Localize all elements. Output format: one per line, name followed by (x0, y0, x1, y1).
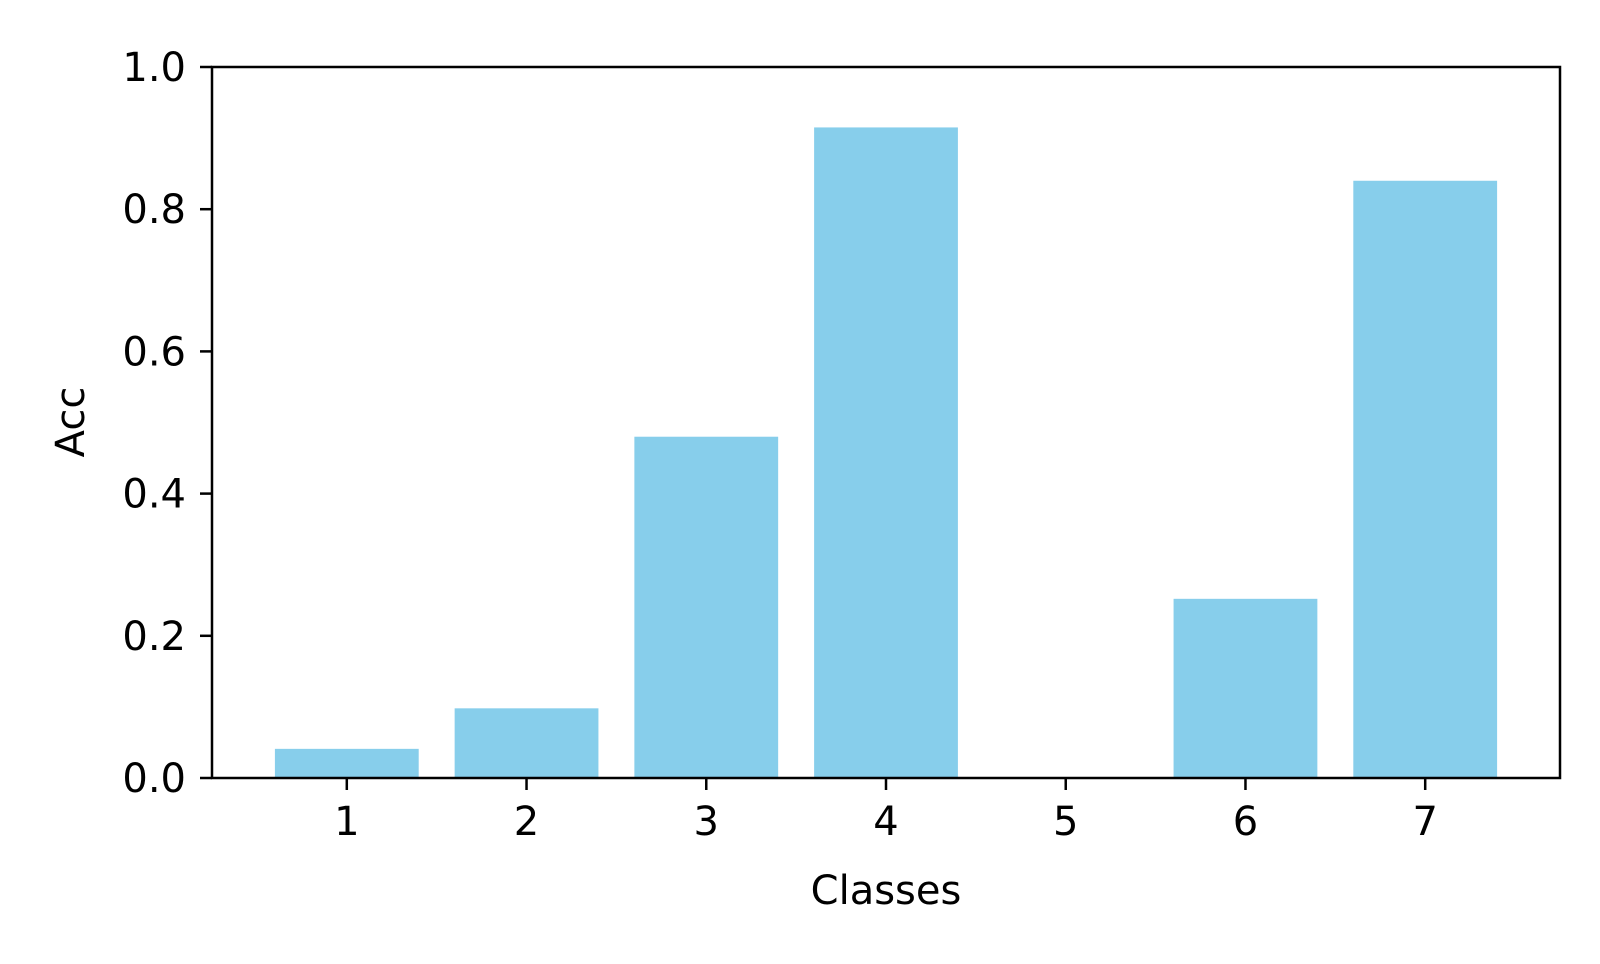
x-tick-label: 1 (334, 799, 359, 845)
bar-class-3 (634, 436, 779, 778)
x-tick-label: 7 (1412, 799, 1437, 845)
x-axis-label: Classes (811, 868, 962, 914)
y-tick-label: 0.0 (122, 756, 186, 802)
y-tick-label: 0.4 (122, 472, 186, 518)
bar-class-4 (814, 127, 958, 779)
bar-class-2 (454, 708, 599, 778)
x-tick-label: 5 (1053, 799, 1078, 845)
x-tick-label: 3 (694, 799, 719, 845)
y-tick-label: 0.2 (122, 614, 186, 660)
y-axis: 0.0 0.2 0.4 0.6 0.8 1.0 (122, 45, 212, 802)
y-tick-label: 1.0 (122, 45, 186, 91)
bars-layer (274, 127, 1498, 779)
x-tick-label: 2 (514, 799, 539, 845)
y-axis-label: Acc (48, 387, 94, 458)
x-axis: 1 2 3 4 5 6 7 (334, 778, 1438, 845)
bar-class-7 (1353, 180, 1498, 778)
bar-class-6 (1173, 598, 1318, 778)
y-tick-label: 0.6 (122, 329, 186, 375)
y-tick-label: 0.8 (122, 187, 186, 233)
x-tick-label: 6 (1233, 799, 1258, 845)
x-tick-label: 4 (873, 799, 898, 845)
bar-class-1 (274, 748, 419, 778)
